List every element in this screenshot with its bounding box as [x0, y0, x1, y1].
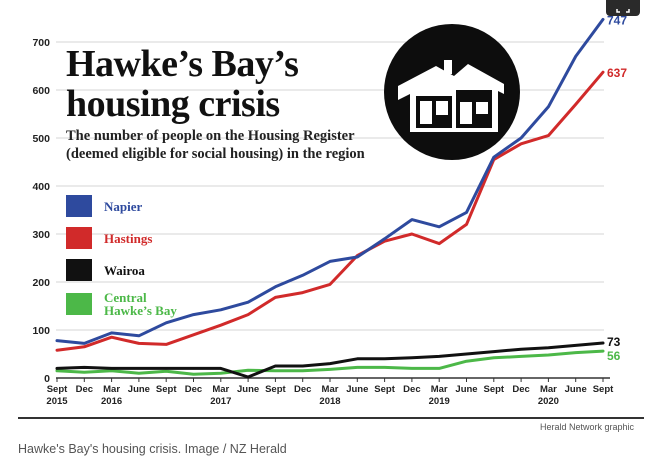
- legend-item-napier: Napier: [66, 195, 142, 217]
- x-tick-year-18: 2020: [538, 396, 559, 407]
- x-tick-year-0: 2015: [46, 396, 68, 407]
- x-tick-year-10: 2018: [319, 396, 340, 407]
- x-tick-label-11: June: [346, 384, 368, 395]
- x-tick-label-20: Sept: [593, 384, 614, 395]
- x-tick-label-7: June: [237, 384, 259, 395]
- x-tick-label-1: Dec: [76, 384, 93, 395]
- legend-item-wairoa: Wairoa: [66, 259, 145, 281]
- expand-icon: [616, 9, 630, 13]
- legend-swatch-central-hawkes-bay: [66, 293, 92, 315]
- legend-swatch-wairoa: [66, 259, 92, 281]
- x-tick-label-19: June: [565, 384, 587, 395]
- footer-rule: [18, 417, 644, 419]
- chart-title-line-2: housing crisis: [66, 83, 280, 125]
- x-tick-label-15: June: [455, 384, 477, 395]
- x-tick-label-0: Sept: [47, 384, 68, 395]
- x-tick-label-13: Dec: [403, 384, 420, 395]
- y-tick-label-500: 500: [32, 133, 50, 145]
- legend-label-central-line-2: Hawke’s Bay: [104, 303, 177, 318]
- expand-button[interactable]: [606, 0, 640, 16]
- x-tick-label-8: Sept: [265, 384, 286, 395]
- x-tick-year-6: 2017: [210, 396, 231, 407]
- x-tick-label-14: Mar: [431, 384, 448, 395]
- legend-label-wairoa: Wairoa: [104, 262, 145, 278]
- end-label-hastings: 637: [607, 66, 627, 80]
- chart-subtitle-line-1: The number of people on the Housing Regi…: [66, 128, 355, 144]
- legend-label-central-hawkes-bay: Central Hawke’s Bay: [104, 291, 177, 317]
- x-tick-label-18: Mar: [540, 384, 557, 395]
- x-tick-label-17: Dec: [512, 384, 529, 395]
- legend-item-central-hawkes-bay: Central Hawke’s Bay: [66, 291, 177, 317]
- x-tick-label-12: Sept: [374, 384, 395, 395]
- y-tick-label-400: 400: [32, 181, 50, 193]
- x-tick-label-9: Dec: [294, 384, 311, 395]
- end-label-napier: 747: [607, 13, 627, 27]
- image-caption: Hawke's Bay's housing crisis. Image / NZ…: [18, 442, 287, 456]
- y-tick-label-700: 700: [32, 37, 50, 49]
- x-tick-label-4: Sept: [156, 384, 177, 395]
- legend-label-napier: Napier: [104, 198, 143, 214]
- chart-subtitle-line-2: (deemed eligible for social housing) in …: [66, 146, 365, 162]
- x-tick-label-10: Mar: [322, 384, 339, 395]
- y-tick-label-200: 200: [32, 277, 50, 289]
- end-label-wairoa: 73: [607, 335, 621, 349]
- legend-label-central-line-1: Central: [104, 290, 147, 305]
- y-tick-label-100: 100: [32, 325, 50, 337]
- x-tick-label-6: Mar: [212, 384, 229, 395]
- x-tick-label-2: Mar: [103, 384, 120, 395]
- end-label-central-hawke-s-bay: 56: [607, 349, 621, 363]
- legend-swatch-napier: [66, 195, 92, 217]
- x-tick-label-3: June: [128, 384, 150, 395]
- chart-title-line-1: Hawke’s Bay’s: [66, 43, 299, 85]
- y-tick-label-300: 300: [32, 229, 50, 241]
- y-tick-label-600: 600: [32, 85, 50, 97]
- graphic-credit: Herald Network graphic: [539, 422, 634, 432]
- x-tick-year-2: 2016: [101, 396, 122, 407]
- x-tick-label-5: Dec: [185, 384, 202, 395]
- y-tick-label-0: 0: [44, 373, 50, 385]
- legend-item-hastings: Hastings: [66, 227, 152, 249]
- house-icon: [384, 24, 520, 160]
- legend-swatch-hastings: [66, 227, 92, 249]
- legend-label-hastings: Hastings: [104, 230, 153, 246]
- x-tick-label-16: Sept: [484, 384, 505, 395]
- x-tick-year-14: 2019: [429, 396, 450, 407]
